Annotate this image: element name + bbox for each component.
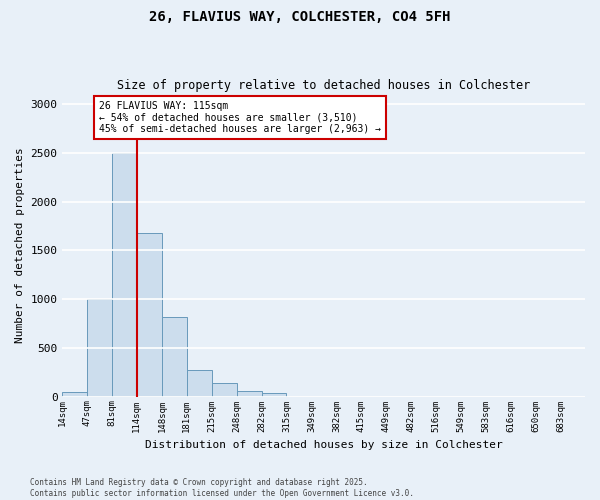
- Bar: [262, 392, 286, 396]
- Bar: [62, 392, 87, 396]
- Y-axis label: Number of detached properties: Number of detached properties: [15, 148, 25, 344]
- Bar: [162, 316, 187, 396]
- Text: 26 FLAVIUS WAY: 115sqm
← 54% of detached houses are smaller (3,510)
45% of semi-: 26 FLAVIUS WAY: 115sqm ← 54% of detached…: [99, 100, 381, 134]
- Title: Size of property relative to detached houses in Colchester: Size of property relative to detached ho…: [117, 79, 530, 92]
- Bar: [212, 383, 236, 396]
- Bar: [236, 391, 262, 396]
- Bar: [112, 153, 137, 396]
- Bar: [87, 299, 112, 396]
- Bar: [187, 370, 212, 396]
- Bar: [137, 233, 162, 396]
- Text: 26, FLAVIUS WAY, COLCHESTER, CO4 5FH: 26, FLAVIUS WAY, COLCHESTER, CO4 5FH: [149, 10, 451, 24]
- Text: Contains HM Land Registry data © Crown copyright and database right 2025.
Contai: Contains HM Land Registry data © Crown c…: [30, 478, 414, 498]
- X-axis label: Distribution of detached houses by size in Colchester: Distribution of detached houses by size …: [145, 440, 503, 450]
